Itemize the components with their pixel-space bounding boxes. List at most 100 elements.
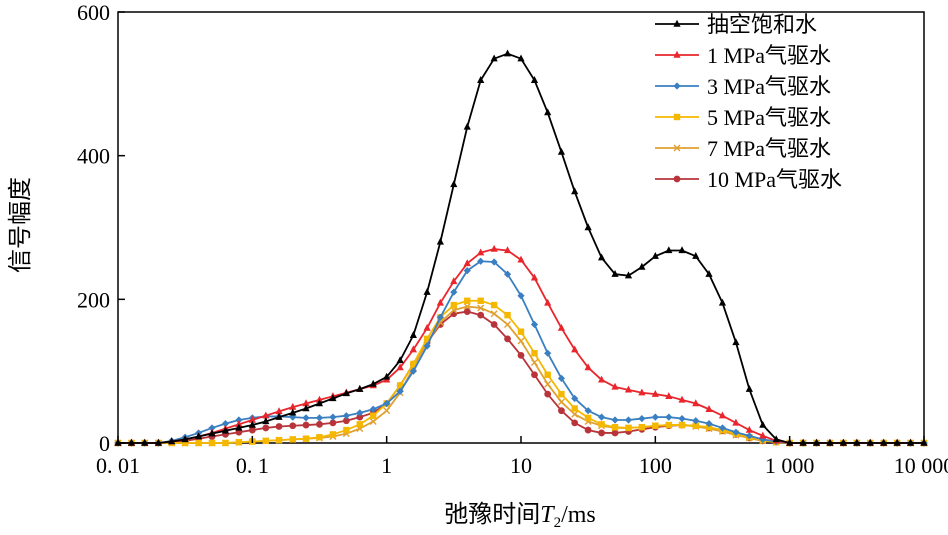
data-point [369,417,377,425]
data-point [410,360,417,368]
data-point [597,375,606,383]
data-point [598,421,605,428]
data-point [275,436,283,444]
data-point [705,420,713,428]
data-point [302,435,310,442]
data-point [665,413,673,421]
data-point [678,395,686,403]
data-point [342,412,350,420]
data-point [370,412,377,419]
data-point [262,417,270,425]
data-point [665,246,673,254]
data-point [503,49,512,57]
data-point [517,54,525,62]
data-point [584,414,592,422]
data-point [638,414,646,423]
data-point [517,337,525,345]
data-point [356,409,364,417]
data-point [154,438,163,446]
data-point [356,421,364,428]
data-point [839,438,848,446]
data-point [423,342,431,350]
x-tick-label: 0. 1 [236,453,269,478]
y-tick-label: 200 [77,287,110,312]
data-point [571,187,579,195]
data-point [772,435,780,443]
data-point [208,424,216,432]
data-point [651,413,659,421]
data-point [530,320,539,329]
data-point [571,410,579,418]
data-point [799,438,807,446]
data-point [490,244,498,252]
legend-item: 1 MPa气驱水 [655,43,831,68]
series-2 [114,244,928,446]
data-point [222,439,229,447]
data-point [423,323,431,331]
data-point [383,372,391,380]
data-point [356,413,364,421]
data-point [329,413,337,421]
data-point [302,421,310,429]
data-point [463,303,471,311]
data-point [611,429,619,437]
data-point [584,407,592,415]
data-point [597,253,606,261]
data-point [490,321,498,328]
data-point [906,438,915,446]
data-point [436,313,444,321]
legend-item: 5 MPa气驱水 [655,105,831,130]
series-4 [114,297,928,447]
data-point [235,423,243,431]
data-point [275,412,283,420]
legend-label: 3 MPa气驱水 [707,74,831,99]
data-point [275,423,283,430]
legend-swatch-marker [673,82,681,90]
data-point [557,147,566,155]
data-point [289,422,297,430]
data-point [181,435,189,443]
legend: 抽空饱和水 1 MPa气驱水 3 MPa气驱水 5 MPa气驱水 7 MPa气驱水 10 … [655,12,842,192]
legend-swatch-marker [673,113,681,121]
data-point [289,402,297,410]
data-point [651,389,659,397]
data-point [396,382,404,389]
data-point [235,439,243,446]
data-point [638,388,646,396]
x-tick-label: 1 000 [765,453,815,478]
data-point [692,399,700,407]
data-point [544,349,552,357]
data-point [638,262,646,270]
x-tick-label: 10 000 [894,453,948,478]
data-point [168,437,176,445]
data-point [289,408,297,416]
data-point [208,429,216,437]
data-point [289,413,297,421]
data-point [745,384,753,392]
data-point [759,420,767,428]
data-point [262,411,270,419]
data-point [571,345,579,353]
data-point [221,420,230,428]
data-point [544,298,552,306]
legend-swatch-marker [673,175,681,183]
data-point [302,414,310,422]
axis-layer: 0. 01 0. 1 1 10 100 1 000 10 000 0 200 400 600 [77,0,948,478]
data-point [638,423,646,431]
data-point [262,424,270,432]
y-axis-label: 信号幅度 [7,177,34,273]
data-point [625,424,632,432]
data-point [181,439,189,447]
data-point [759,431,767,439]
data-point [477,248,485,256]
data-point [248,415,256,423]
legend-label: 7 MPa气驱水 [707,136,831,161]
data-point [275,407,283,415]
data-point [517,255,525,263]
legend-swatch-marker [673,19,681,27]
data-point [464,297,471,304]
data-point [477,257,485,265]
legend-item: 3 MPa气驱水 [655,74,831,99]
data-point [745,432,753,440]
data-point [383,399,391,408]
